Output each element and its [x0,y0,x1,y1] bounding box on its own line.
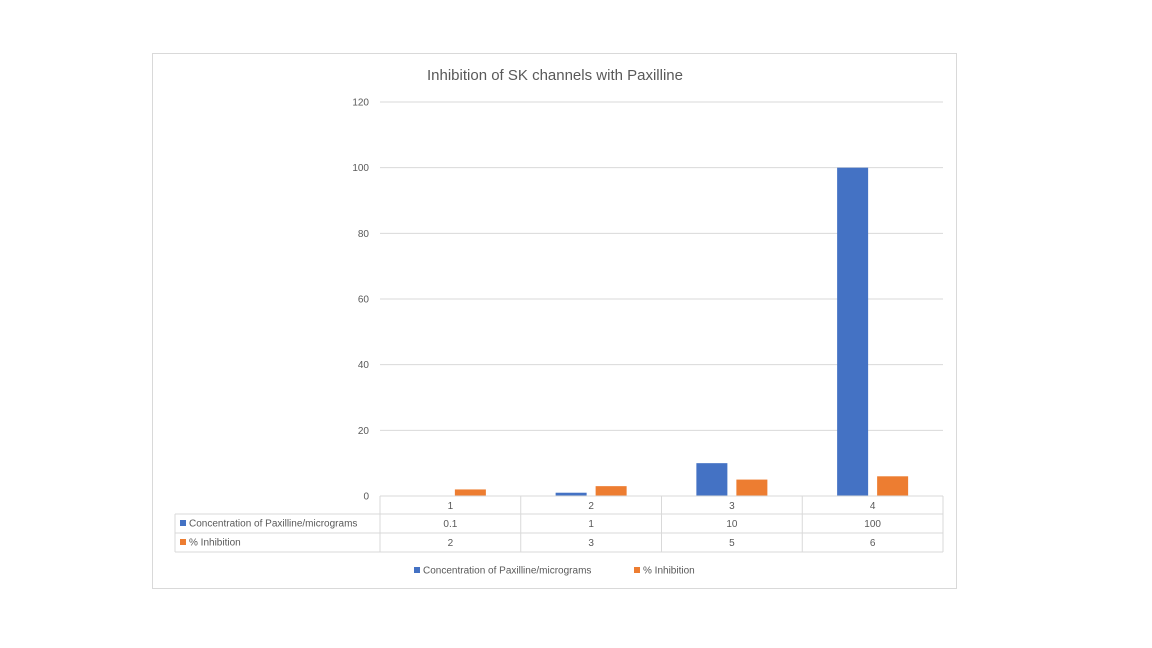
bar-concentration-2 [555,492,587,496]
bar-concentration-3 [696,463,728,496]
bars [414,167,909,497]
legend-label: % Inhibition [643,566,695,577]
y-tick-label: 40 [358,360,370,371]
x-tick-label: 1 [448,501,454,512]
table-legend-key [180,539,186,545]
y-tick-label: 80 [358,229,370,240]
data-table: 1 2 3 4 Concentration of Paxilline/microgram… [174,495,944,553]
table-series-label: Concentration of Paxilline/micrograms [189,519,357,530]
legend-label: Concentration of Paxilline/micrograms [423,566,591,577]
data-label: 100 [864,519,881,530]
data-label: 0.1 [443,519,457,530]
bar-inhibition-3 [736,479,768,496]
y-tick-label: 120 [352,98,369,109]
y-tick-label: 0 [363,492,369,503]
table-legend-key [180,520,186,526]
bar-inhibition-4 [877,476,909,496]
y-tick-label: 100 [352,163,369,174]
data-label: 5 [729,538,735,549]
y-tick-label: 20 [358,426,370,437]
chart-frame [152,53,957,589]
chart-title: Inhibition of SK channels with Paxilline [427,67,683,84]
x-tick-label: 2 [588,501,594,512]
y-axis-ticks: 0 20 40 60 80 100 120 [352,98,369,503]
data-label: 3 [588,538,594,549]
table-series-label: % Inhibition [189,538,241,549]
y-tick-label: 60 [358,295,370,306]
legend: Concentration of Paxilline/micrograms % I… [414,566,695,577]
bar-inhibition-2 [595,486,627,496]
data-label: 6 [870,538,876,549]
data-label: 2 [448,538,454,549]
legend-key [634,567,640,573]
x-tick-label: 4 [870,501,876,512]
bar-concentration-4 [837,167,869,496]
data-label: 1 [588,519,594,530]
legend-key [414,567,420,573]
bar-inhibition-1 [454,489,486,496]
x-tick-label: 3 [729,501,735,512]
data-label: 10 [726,519,738,530]
